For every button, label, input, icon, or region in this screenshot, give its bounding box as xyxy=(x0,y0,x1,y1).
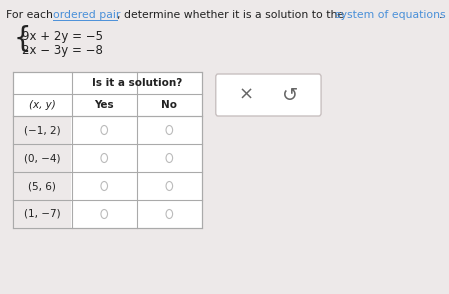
FancyBboxPatch shape xyxy=(216,74,321,116)
Text: (x, y): (x, y) xyxy=(29,100,56,110)
Text: system of equations: system of equations xyxy=(335,10,445,20)
Text: ↺: ↺ xyxy=(282,86,299,104)
Text: , determine whether it is a solution to the: , determine whether it is a solution to … xyxy=(117,10,348,20)
Text: ordered pair: ordered pair xyxy=(53,10,121,20)
Circle shape xyxy=(166,181,172,191)
Text: Is it a solution?: Is it a solution? xyxy=(92,78,182,88)
FancyBboxPatch shape xyxy=(13,72,202,228)
FancyBboxPatch shape xyxy=(13,173,71,200)
Circle shape xyxy=(166,210,172,218)
Text: .: . xyxy=(439,10,442,20)
Text: For each: For each xyxy=(6,10,56,20)
FancyBboxPatch shape xyxy=(13,116,71,143)
Text: ×: × xyxy=(239,86,254,104)
Circle shape xyxy=(101,126,107,134)
Circle shape xyxy=(101,210,107,218)
Circle shape xyxy=(101,181,107,191)
Circle shape xyxy=(101,153,107,163)
Text: (−1, 2): (−1, 2) xyxy=(24,125,61,135)
Text: {: { xyxy=(13,25,31,53)
FancyBboxPatch shape xyxy=(13,201,71,228)
Text: 2x − 3y = −8: 2x − 3y = −8 xyxy=(22,44,103,57)
FancyBboxPatch shape xyxy=(13,144,71,171)
Text: No: No xyxy=(161,100,177,110)
Text: Yes: Yes xyxy=(94,100,114,110)
Circle shape xyxy=(166,126,172,134)
Circle shape xyxy=(166,153,172,163)
Text: (0, −4): (0, −4) xyxy=(24,153,61,163)
Text: 9x + 2y = −5: 9x + 2y = −5 xyxy=(22,30,103,43)
Text: (5, 6): (5, 6) xyxy=(28,181,57,191)
Text: (1, −7): (1, −7) xyxy=(24,209,61,219)
